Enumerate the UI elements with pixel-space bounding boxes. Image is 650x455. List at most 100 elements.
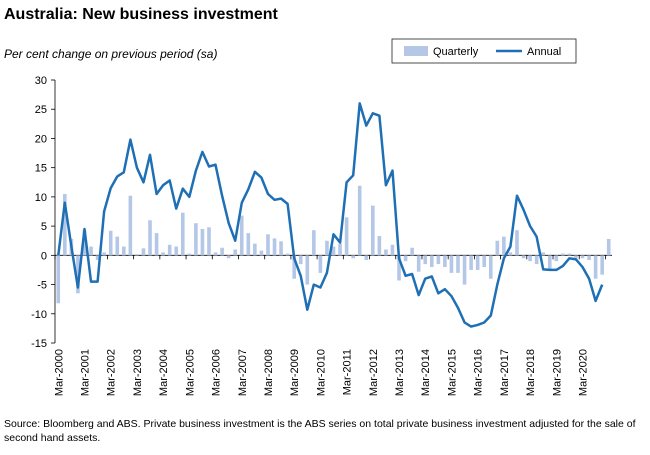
quarterly-bar: [429, 255, 434, 268]
x-tick-label: Mar-2017: [499, 349, 511, 396]
x-tick-label: Mar-2014: [420, 349, 432, 396]
quarterly-bar: [397, 255, 401, 281]
legend-label-annual: Annual: [527, 46, 561, 58]
x-tick-label: Mar-2011: [342, 349, 354, 395]
quarterly-bar: [338, 243, 342, 256]
y-tick-label: 0: [41, 250, 47, 262]
y-tick-label: 20: [35, 133, 47, 145]
y-tick-label: 25: [35, 104, 47, 116]
chart-title: Australia: New business investment: [4, 6, 278, 23]
source-note: Source: Bloomberg and ABS. Private busin…: [4, 418, 636, 444]
quarterly-bar: [135, 254, 139, 256]
x-tick-label: Mar-2009: [289, 349, 301, 396]
y-tick-label: -15: [31, 338, 47, 350]
quarterly-bar: [305, 255, 310, 285]
quarterly-bar: [272, 238, 277, 256]
y-tick-labels: -15 -10 -5 0 5 10 15 20 25 30: [31, 75, 47, 350]
quarterly-bar: [141, 248, 146, 256]
x-tick-label: Mar-2013: [394, 349, 406, 396]
x-tick-label: Mar-2000: [53, 349, 65, 396]
quarterly-bar: [482, 255, 487, 268]
y-tick-label: 15: [35, 163, 47, 175]
quarterly-bar: [95, 255, 100, 261]
quarterly-bar: [200, 229, 205, 256]
quarterly-bar: [226, 255, 231, 259]
y-tick-label: 10: [35, 192, 47, 204]
quarterly-bar: [403, 255, 408, 262]
x-tick-label: Mar-2006: [211, 349, 223, 396]
annual-line: [57, 102, 604, 328]
quarterly-bar: [443, 255, 447, 268]
quarterly-bar: [567, 253, 572, 256]
x-tick-label: Mar-2018: [525, 349, 537, 396]
quarterly-bar: [416, 255, 421, 272]
annual-line-layer: [57, 102, 604, 328]
quarterly-bar: [279, 241, 283, 256]
quarterly-bar: [246, 233, 251, 256]
quarterly-bar: [174, 246, 179, 256]
x-tick-label: Mar-2016: [473, 349, 485, 396]
x-tick-label: Mar-2003: [132, 349, 144, 396]
quarterly-bar: [56, 255, 61, 304]
axes-layer: [51, 79, 612, 344]
quarterly-bar: [115, 236, 120, 256]
quarterly-bar: [606, 238, 611, 256]
quarterly-bar: [508, 252, 513, 256]
quarterly-bar: [318, 255, 323, 273]
quarterly-bar: [351, 255, 355, 259]
quarterly-bar: [180, 212, 185, 256]
quarterly-bar: [600, 255, 604, 275]
x-tick-label: Mar-2012: [368, 349, 380, 396]
quarterly-bar: [187, 253, 192, 256]
y-tick-label: 5: [41, 221, 47, 233]
quarterly-bar: [541, 252, 545, 256]
quarterly-bar: [285, 253, 290, 256]
quarterly-bar: [325, 240, 329, 256]
x-tick-labels: Mar-2000 Mar-2001 Mar-2002 Mar-2003 Mar-2004…: [53, 349, 589, 396]
chart-subtitle: Per cent change on previous period (sa): [4, 47, 218, 61]
quarterly-bar: [528, 255, 532, 262]
x-tick-label: Mar-2002: [106, 349, 118, 396]
chart-legend: Quarterly Annual: [391, 38, 577, 64]
x-tick-label: Mar-2004: [158, 349, 170, 396]
x-tick-label: Mar-2007: [237, 349, 249, 396]
quarterly-bar: [384, 249, 388, 256]
quarterly-bar: [344, 217, 349, 256]
quarterly-bar: [331, 246, 336, 256]
quarterly-bar: [547, 255, 552, 270]
quarterly-bar: [194, 223, 198, 256]
quarterly-bar: [266, 234, 270, 256]
x-tick-label: Mar-2001: [79, 349, 91, 396]
quarterly-bar: [390, 244, 395, 256]
quarterly-bar: [449, 255, 454, 273]
quarterly-bar: [436, 255, 441, 265]
quarterly-bars: [56, 185, 611, 304]
quarterly-bar: [239, 215, 244, 256]
x-tick-label: Mar-2020: [578, 349, 590, 396]
quarterly-bar: [377, 236, 382, 256]
quarterly-bar: [253, 243, 257, 256]
quarterly-bar: [469, 255, 473, 270]
quarterly-bar: [534, 255, 539, 265]
quarterly-bar: [259, 250, 264, 256]
quarterly-bar: [462, 255, 467, 285]
quarterly-bar: [292, 255, 296, 279]
quarterly-bar: [128, 195, 133, 256]
quarterly-bar: [488, 255, 493, 279]
quarterly-bar: [587, 255, 591, 261]
quarterly-bar: [357, 185, 362, 256]
x-tick-label: Mar-2005: [184, 349, 196, 396]
legend-label-quarterly: Quarterly: [433, 46, 479, 58]
quarterly-bar: [89, 246, 93, 256]
quarterly-bar: [521, 255, 526, 259]
quarterly-bar: [298, 255, 303, 265]
quarterly-bar: [102, 252, 106, 256]
y-tick-label: -5: [37, 280, 47, 292]
x-tick-label: Mar-2019: [551, 349, 563, 396]
quarterly-bar: [502, 236, 506, 256]
quarterly-bar: [161, 252, 165, 256]
quarterly-bar: [148, 220, 152, 256]
quarterly-bar: [580, 255, 585, 259]
y-tick-label: 30: [35, 75, 47, 87]
x-tick-label: Mar-2010: [315, 349, 327, 396]
